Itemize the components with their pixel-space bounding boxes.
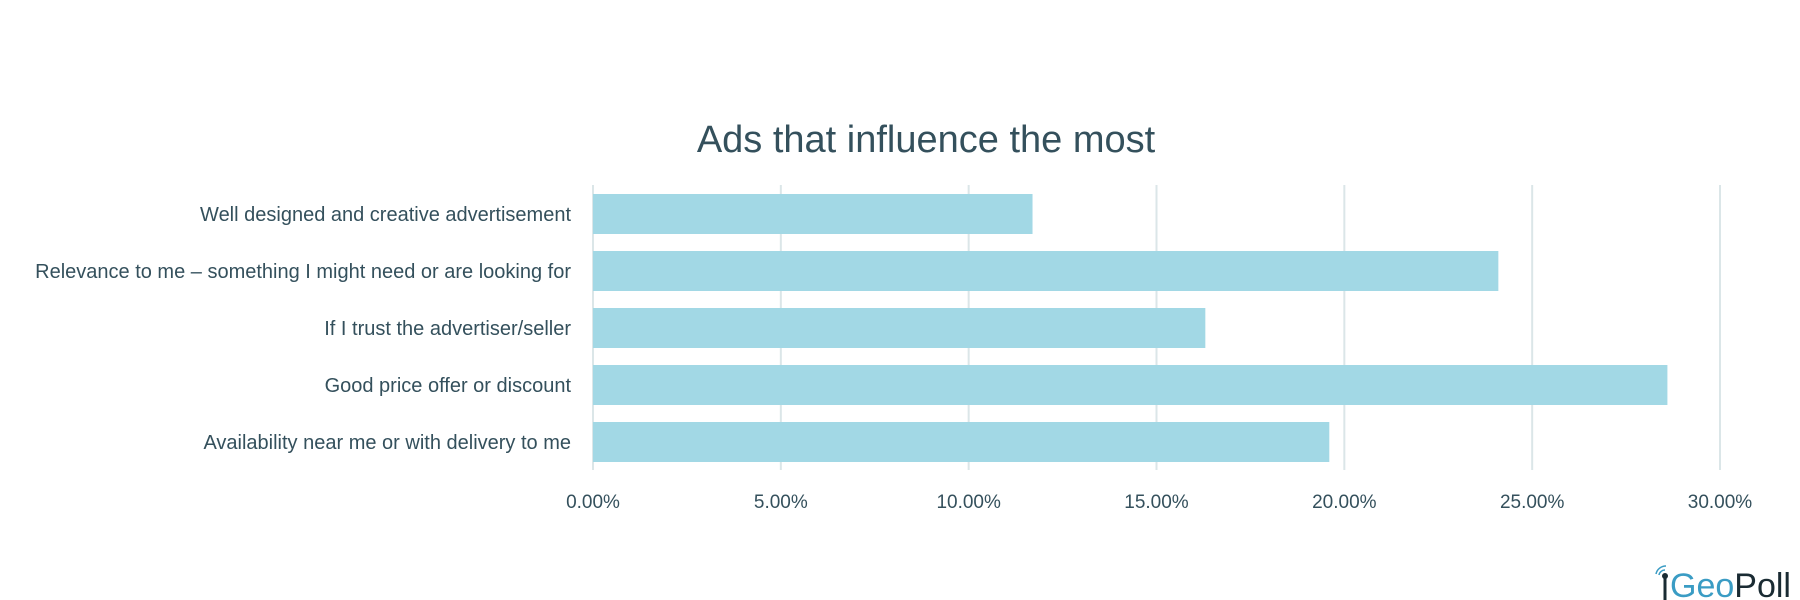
x-tick-label: 25.00% — [1500, 492, 1565, 513]
x-tick-label: 5.00% — [754, 492, 808, 513]
x-tick-label: 20.00% — [1312, 492, 1377, 513]
logo-wordmark: GeoPoll — [1652, 567, 1791, 600]
x-tick-label: 15.00% — [1124, 492, 1189, 513]
x-tick-label: 0.00% — [566, 492, 620, 513]
logo-part-poll: Poll — [1734, 567, 1791, 600]
bar — [593, 251, 1499, 291]
category-label: Good price offer or discount — [325, 375, 572, 397]
chart-title: Ads that influence the most — [697, 119, 1156, 161]
geopoll-logo: GeoPoll — [1652, 560, 1791, 600]
category-labels: Well designed and creative advertisement… — [35, 204, 571, 454]
bar — [593, 308, 1206, 348]
logo-part-geo: Geo — [1670, 567, 1735, 600]
bar — [593, 422, 1330, 462]
category-label: Availability near me or with delivery to… — [203, 432, 571, 454]
category-label: If I trust the advertiser/seller — [324, 318, 571, 340]
signal-icon — [1655, 565, 1668, 600]
bar — [593, 365, 1668, 405]
bar — [593, 194, 1033, 234]
category-label: Relevance to me – something I might need… — [35, 261, 571, 283]
x-axis-tick-labels: 0.00% 5.00% 10.00% 15.00% 20.00% 25.00% 30.00% — [566, 492, 1752, 513]
x-tick-label: 30.00% — [1688, 492, 1753, 513]
category-label: Well designed and creative advertisement — [200, 204, 571, 226]
bars — [593, 194, 1668, 462]
x-tick-label: 10.00% — [936, 492, 1001, 513]
